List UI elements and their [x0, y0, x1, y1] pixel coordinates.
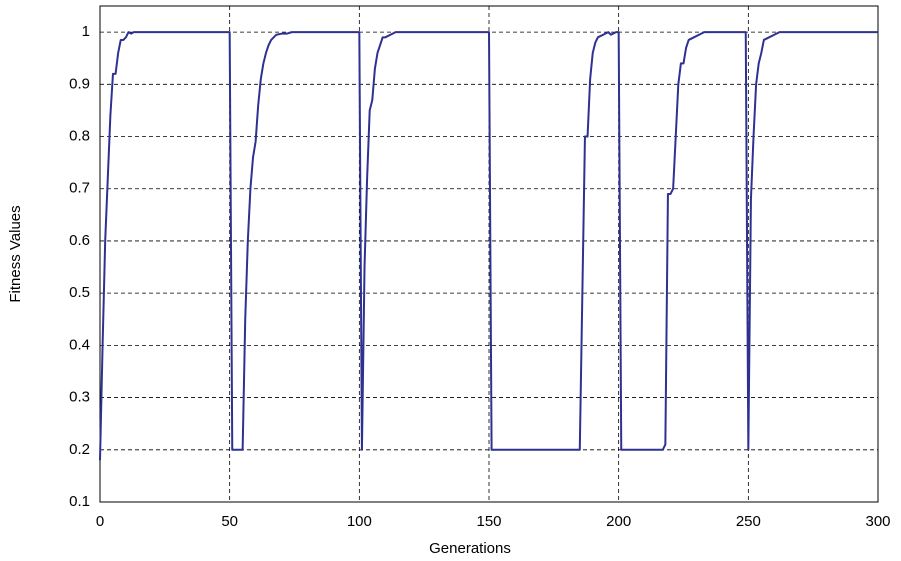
x-tick-label: 150	[476, 513, 501, 530]
data-line	[99, 31, 878, 461]
plot-frame	[99, 5, 879, 503]
y-tick-label: 0.8	[69, 127, 90, 144]
y-tick-label: 0.4	[69, 336, 90, 353]
y-tick-label: 1	[82, 23, 90, 40]
x-tick-label: 250	[736, 513, 761, 530]
x-tick-label: 50	[221, 513, 238, 530]
y-tick-label: 0.5	[69, 284, 90, 301]
y-tick-label: 0.7	[69, 180, 90, 197]
x-tick-label: 200	[606, 513, 631, 530]
y-tick-label: 0.3	[69, 389, 90, 406]
y-tick-label: 0.2	[69, 441, 90, 458]
x-tick-label: 100	[347, 513, 372, 530]
x-tick-label: 300	[865, 513, 890, 530]
y-tick-label: 0.1	[69, 493, 90, 510]
x-axis-label: Generations	[429, 540, 511, 557]
x-tick-label: 0	[96, 513, 104, 530]
y-tick-label: 0.9	[69, 75, 90, 92]
y-tick-label: 0.6	[69, 232, 90, 249]
y-axis-label: Fitness Values	[7, 205, 24, 302]
